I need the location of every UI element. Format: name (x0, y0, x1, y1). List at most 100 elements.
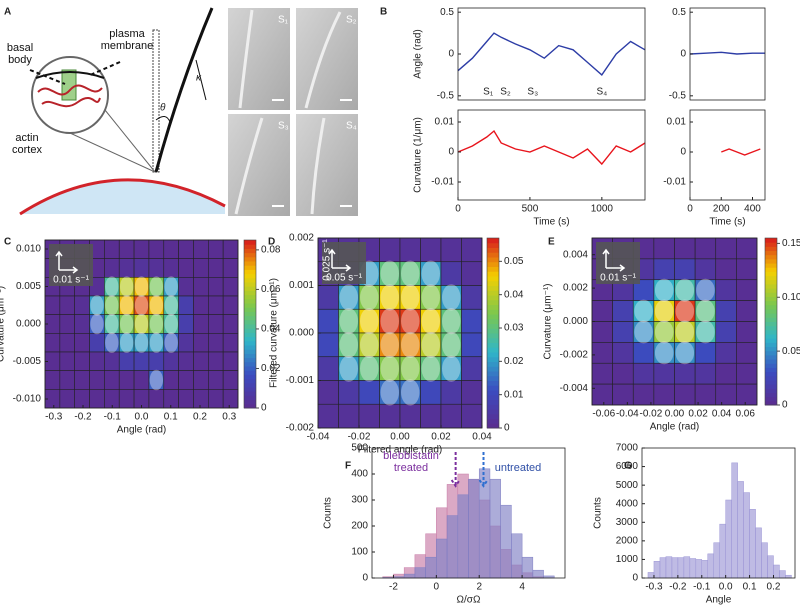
x-tick-label: 0.02 (688, 409, 708, 420)
colorbar-step (244, 315, 256, 321)
colorbar-step (244, 273, 256, 279)
x-tick-label: 0 (687, 204, 693, 215)
colorbar-step (244, 361, 256, 367)
flow-ellipse (90, 295, 104, 316)
chart: -0.5 0 0.5 (669, 7, 766, 101)
y-tick-label: 0.002 (563, 283, 588, 294)
flow-ellipse (105, 276, 119, 297)
flow-ellipse (401, 284, 420, 311)
cilium (154, 7, 214, 173)
x-tick-label: 0.00 (665, 409, 685, 420)
x-axis-label: Angle (706, 595, 732, 606)
heat-cell (59, 389, 75, 409)
heat-cell (715, 258, 737, 281)
flow-ellipse (634, 299, 653, 323)
x-tick-label: 4 (519, 582, 525, 593)
heat-cell (694, 383, 717, 406)
heat-cell (440, 403, 462, 429)
colorbar-step (487, 409, 499, 415)
colorbar-step (487, 266, 499, 272)
heat-cell (222, 258, 239, 278)
x-tick-label: -0.02 (348, 432, 371, 443)
colorbar-step (244, 265, 256, 270)
y-tick-label: -0.005 (13, 356, 42, 367)
heat-cell (193, 314, 209, 334)
colorbar-step (765, 342, 777, 348)
heat-cell (694, 258, 717, 281)
flow-ellipse (654, 299, 674, 323)
colorbar-step (487, 394, 499, 400)
y-tick-label: 100 (351, 547, 368, 558)
colorbar-step (487, 290, 499, 296)
heat-cell (317, 332, 339, 358)
x-tick-label: 200 (713, 204, 730, 215)
x-tick-label: -0.2 (669, 582, 687, 593)
panel-letter: E (548, 237, 555, 248)
heat-cell (104, 258, 120, 278)
colorbar-step (765, 363, 777, 368)
heat-cell (59, 295, 75, 315)
axes-frame (641, 447, 796, 579)
scale-label: 0.01 s⁻¹ (53, 275, 90, 286)
colorbar-step (487, 347, 499, 353)
x-tick-label: 0.2 (193, 412, 207, 423)
hist-bar (446, 515, 459, 579)
flow-ellipse (442, 284, 461, 311)
trace (457, 129, 646, 166)
flow-ellipse (134, 313, 149, 335)
x-tick-label: 0 (455, 204, 461, 215)
colorbar-step (765, 258, 777, 264)
heat-cell (193, 277, 209, 297)
colorbar-step (765, 300, 777, 306)
heat-cell (133, 239, 150, 259)
y-tick-label: 0.01 (667, 117, 687, 128)
chart: 0 0.01 0.02 0.03 0.04 0.05 0.025 s⁻¹0.05 s⁻¹ -0… (269, 233, 524, 456)
x-axis-label: Ω/σΩ (457, 595, 481, 606)
schematic-label: actin cortex (12, 132, 42, 156)
y-tick-label: 0 (680, 147, 686, 158)
x-tick-label: 0.1 (743, 582, 757, 593)
y-tick-label: 0 (680, 49, 686, 60)
y-axis-label: Curvature (μm⁻¹) (543, 283, 554, 359)
y-axis-label: Counts (323, 497, 334, 529)
heat-cell (715, 342, 737, 364)
colorbar-step (244, 307, 256, 312)
colorbar-step (244, 391, 256, 396)
heat-cell (440, 237, 462, 263)
colorbar-step (487, 261, 499, 267)
heat-cell (222, 389, 239, 409)
flow-ellipse (401, 260, 420, 287)
heat-cell (736, 383, 758, 406)
heat-cell (420, 237, 442, 263)
heat-cell (222, 277, 239, 297)
heat-cell (74, 370, 90, 390)
colorbar-step (765, 388, 777, 393)
colorbar-step (765, 325, 777, 331)
flow-ellipse (442, 355, 461, 382)
flow-ellipse (360, 284, 379, 311)
y-tick-label: -0.002 (286, 423, 315, 434)
colorbar-step (244, 374, 256, 380)
chart: 0 500 1000 -0.01 0 0.01 Time (s) Curvature (1/μ… (413, 109, 646, 228)
legend-label: untreated (494, 462, 542, 474)
heat-cell (163, 239, 179, 259)
y-tick-label: 500 (351, 443, 368, 454)
heat-cell (74, 333, 90, 353)
hist-bar (737, 481, 744, 579)
heat-cell (222, 333, 239, 353)
flow-ellipse (421, 355, 440, 382)
marker-arrow (450, 452, 461, 488)
scale-label: 0.025 s⁻¹ (322, 239, 333, 281)
legend-label: blebbistatin treated (383, 450, 439, 474)
schematic-label: plasma membrane (100, 28, 154, 52)
heat-cell (715, 362, 737, 385)
image-label: S₃ (278, 121, 289, 132)
flow-ellipse (164, 332, 178, 353)
heat-cell (736, 279, 758, 301)
x-tick-label: 0.00 (390, 432, 410, 443)
scale-arrows (328, 248, 352, 272)
y-tick-label: 5000 (616, 480, 639, 491)
heat-cell (163, 370, 179, 390)
colorbar-step (244, 403, 256, 409)
